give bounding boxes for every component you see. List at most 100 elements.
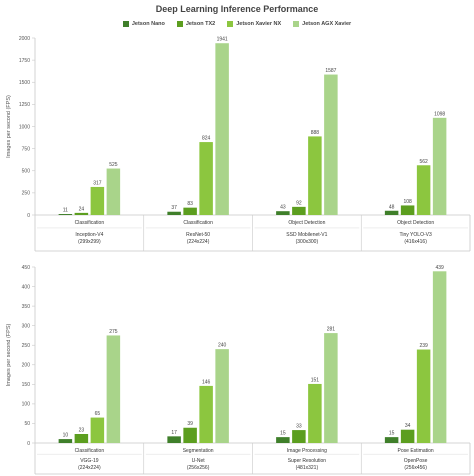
y-tick-label: 0: [27, 441, 30, 447]
data-label: 15: [389, 431, 395, 437]
bar: [58, 214, 73, 215]
data-label: 23: [79, 428, 85, 434]
legend: Jetson Nano Jetson TX2 Jetson Xavier NX …: [0, 21, 474, 27]
bar: [416, 349, 431, 443]
data-label: 17: [171, 430, 177, 436]
bar: [215, 349, 229, 443]
bar: [324, 333, 338, 443]
y-tick-label: 400: [22, 284, 31, 290]
bar: [199, 142, 213, 215]
y-tick-label: 100: [22, 402, 31, 408]
y-tick-label: 500: [22, 169, 31, 175]
category-model-label: Inception-V4: [75, 232, 103, 238]
legend-swatch-nano: [122, 21, 129, 27]
category-model-label: U-Net: [192, 458, 206, 464]
category-size-label: (481x321): [296, 465, 319, 471]
category-model-label: VGG-19: [80, 458, 99, 464]
y-tick-label: 200: [22, 363, 31, 369]
data-label: 1098: [434, 111, 445, 117]
data-label: 24: [79, 206, 85, 212]
bar: [276, 437, 290, 443]
data-label: 11: [63, 208, 68, 214]
legend-label-nano: Jetson Nano: [131, 21, 165, 27]
category-size-label: (256x256): [187, 465, 210, 471]
category-model-label: ResNet-50: [186, 232, 210, 238]
y-tick-label: 450: [22, 265, 31, 271]
bar: [167, 211, 181, 215]
bar: [400, 205, 415, 215]
data-label: 151: [311, 377, 320, 383]
data-label: 92: [296, 200, 302, 206]
y-tick-label: 250: [22, 343, 31, 349]
bar: [58, 439, 73, 443]
category-size-label: (224x224): [78, 465, 101, 471]
category-task-label: Object Detection: [397, 220, 434, 226]
bar: [90, 186, 105, 215]
bar: [106, 335, 121, 443]
bar: [106, 168, 121, 215]
data-label: 48: [389, 204, 395, 210]
category-size-label: (256x456): [404, 465, 427, 471]
y-tick-label: 750: [22, 146, 31, 152]
bar: [74, 434, 89, 443]
category-task-label: Object Detection: [288, 220, 325, 226]
bar: [215, 43, 229, 216]
data-label: 43: [280, 205, 286, 211]
category-model-label: OpenPose: [404, 458, 428, 464]
data-label: 275: [109, 329, 118, 335]
legend-item-agx-xavier: Jetson AGX Xavier: [293, 21, 351, 27]
y-axis-label: Images per second (FPS): [6, 324, 12, 387]
category-task-label: Image Processing: [287, 448, 327, 454]
chart-2: 0 50 100 150 200 250 300 350 400 450 Images per se…: [6, 265, 471, 475]
legend-swatch-agx-xavier: [293, 21, 300, 27]
y-tick-label: 1250: [19, 102, 30, 108]
data-label: 108: [403, 199, 412, 205]
bar: [74, 212, 89, 215]
data-label: 525: [109, 162, 118, 168]
data-label: 83: [187, 201, 193, 207]
category-model-label: SSD Mobilenet-V1: [286, 232, 327, 238]
legend-item-xavier-nx: Jetson Xavier NX: [227, 21, 281, 27]
legend-item-nano: Jetson Nano: [122, 21, 165, 27]
y-tick-label: 1000: [19, 124, 30, 130]
bar: [183, 427, 197, 443]
y-tick-label: 1750: [19, 58, 30, 64]
bar: [308, 383, 322, 443]
data-label: 1587: [325, 68, 336, 74]
bar: [167, 436, 181, 443]
data-label: 146: [202, 379, 211, 385]
data-label: 317: [93, 180, 102, 186]
y-tick-label: 0: [27, 213, 30, 219]
bar: [432, 117, 447, 215]
bar: [308, 136, 322, 215]
category-size-label: (299x299): [78, 239, 101, 245]
bar: [384, 210, 399, 215]
bar: [384, 437, 399, 443]
y-tick-label: 2000: [19, 36, 30, 42]
data-label: 240: [218, 343, 227, 349]
y-axis-label: Images per second (FPS): [6, 95, 12, 158]
y-tick-label: 350: [22, 304, 31, 310]
legend-label-xavier-nx: Jetson Xavier NX: [236, 21, 282, 27]
data-label: 439: [435, 265, 444, 271]
data-label: 562: [419, 159, 428, 165]
bar: [400, 429, 415, 443]
category-task-label: Segmentation: [183, 448, 214, 454]
y-tick-label: 50: [24, 421, 30, 427]
bar: [292, 430, 306, 443]
data-label: 888: [311, 130, 320, 136]
legend-item-tx2: Jetson TX2: [176, 21, 215, 27]
bar: [90, 417, 105, 443]
data-label: 10: [63, 433, 69, 439]
legend-swatch-xavier-nx: [227, 21, 234, 27]
category-model-label: Tiny YOLO-V3: [400, 232, 432, 238]
y-tick-label: 1500: [19, 80, 30, 86]
data-label: 33: [296, 424, 302, 430]
category-task-label: Classification: [75, 448, 105, 454]
category-size-label: (300x300): [296, 239, 319, 245]
bar: [416, 165, 431, 215]
bar: [276, 211, 290, 215]
category-task-label: Classification: [183, 220, 213, 226]
data-label: 65: [95, 411, 101, 417]
bar: [324, 74, 338, 215]
